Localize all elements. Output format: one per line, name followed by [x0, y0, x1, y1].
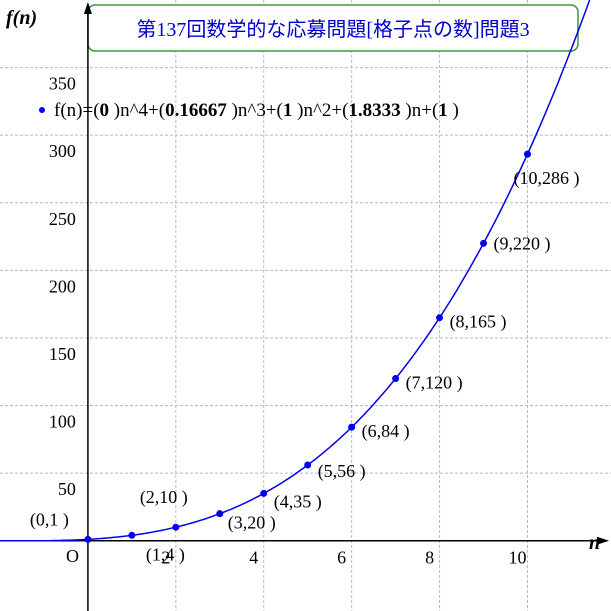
data-label: (6,84 ): [362, 421, 410, 442]
origin-label: O: [66, 546, 79, 566]
data-label: (0,1 ): [30, 509, 69, 530]
y-tick-label: 200: [49, 276, 76, 296]
equation-coefficient: 0: [100, 100, 110, 121]
equation-text: )n+(: [401, 100, 439, 121]
x-tick-label: 4: [249, 548, 258, 568]
equation-coefficient: 1: [283, 100, 293, 121]
y-tick-label: 300: [49, 141, 76, 161]
y-tick-label: 50: [58, 479, 76, 499]
data-point: [172, 523, 180, 531]
x-axis-arrow: [597, 536, 609, 545]
equation-coefficient: 1.8333: [348, 100, 400, 121]
equation-coefficient: 1: [438, 100, 448, 121]
data-label: (3,20 ): [228, 513, 276, 534]
data-point: [304, 461, 312, 469]
equation-text: f(n)=(: [54, 100, 100, 121]
data-label: (7,120 ): [406, 372, 463, 393]
fit-curve: [0, 0, 591, 542]
equation-text: )n^3+(: [227, 100, 283, 121]
x-tick-label: 6: [337, 548, 346, 568]
data-label: (8,165 ): [450, 312, 507, 333]
data-label: (10,286 ): [513, 168, 579, 189]
y-tick-label: 350: [49, 74, 76, 94]
data-point: [128, 531, 136, 539]
data-point: [436, 314, 444, 322]
equation-text: ): [448, 100, 459, 121]
y-tick-label: 100: [49, 412, 76, 432]
equation-coefficient: 0.16667: [165, 100, 227, 121]
equation-text: )n^4+(: [109, 100, 165, 121]
data-label: (9,220 ): [494, 233, 551, 254]
y-axis-arrow: [83, 2, 92, 14]
x-tick-label: 8: [425, 548, 434, 568]
data-label: (2,10 ): [140, 487, 188, 508]
data-label: (4,35 ): [274, 491, 322, 512]
data-point: [480, 239, 488, 247]
data-label: (1,4 ): [146, 544, 185, 565]
x-tick-label: 2: [161, 548, 170, 568]
data-point: [392, 374, 400, 382]
legend-marker: [39, 107, 45, 113]
legend-entry: f(n)=(0 )n^4+(0.16667 )n^3+(1 )n^2+(1.83…: [54, 100, 459, 121]
y-tick-label: 150: [49, 344, 76, 364]
data-label: (5,56 ): [318, 461, 366, 482]
x-axis-label: n: [589, 532, 600, 554]
data-point: [216, 510, 224, 518]
data-point: [84, 535, 92, 543]
y-tick-label: 250: [49, 209, 76, 229]
equation-text: )n^2+(: [292, 100, 348, 121]
chart-title: 第137回数学的な応募問題[格子点の数]問題3: [136, 18, 529, 41]
data-point: [523, 150, 531, 158]
data-point: [260, 489, 268, 497]
y-axis-label: f(n): [6, 7, 37, 29]
x-tick-label: 10: [508, 548, 526, 568]
data-point: [348, 423, 356, 431]
